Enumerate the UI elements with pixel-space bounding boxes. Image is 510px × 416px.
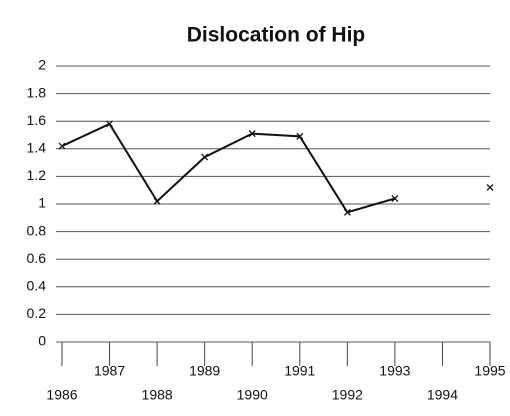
y-tick-label: 0.4 bbox=[27, 278, 47, 294]
y-tick-label: 1.8 bbox=[27, 84, 47, 100]
x-tick-label: 1993 bbox=[379, 363, 410, 379]
marker bbox=[343, 208, 351, 216]
x-tick-label: 1992 bbox=[332, 387, 363, 403]
y-tick-label: 1.2 bbox=[27, 167, 47, 183]
x-tick-label: 1995 bbox=[474, 363, 505, 379]
marker bbox=[153, 197, 161, 205]
marker bbox=[486, 183, 494, 191]
marker bbox=[201, 153, 209, 161]
marker bbox=[106, 120, 114, 128]
marker bbox=[391, 195, 399, 202]
y-tick-label: 0 bbox=[38, 333, 46, 349]
line bbox=[62, 124, 490, 212]
x-tick-label: 1988 bbox=[142, 387, 173, 403]
x-tick-label: 1989 bbox=[189, 363, 220, 379]
x-tick-label: 1991 bbox=[284, 363, 315, 379]
y-tick-label: 1.6 bbox=[27, 112, 47, 128]
x-tick-label: 1987 bbox=[94, 363, 125, 379]
y-tick-label: 1.4 bbox=[27, 140, 47, 156]
y-tick-label: 0.6 bbox=[27, 250, 47, 266]
x-tick-label: 1990 bbox=[237, 387, 268, 403]
y-tick-label: 0.2 bbox=[27, 305, 47, 321]
marker bbox=[248, 130, 256, 138]
x-tick-label: 1994 bbox=[427, 387, 458, 403]
marker bbox=[296, 132, 304, 140]
y-tick-label: 0.8 bbox=[27, 222, 47, 238]
y-tick-label: 1 bbox=[38, 195, 46, 211]
marker bbox=[58, 142, 66, 150]
chart-title: Dislocation of Hip bbox=[187, 24, 366, 47]
y-tick-label: 2 bbox=[38, 57, 46, 73]
x-tick-label: 1986 bbox=[46, 387, 77, 403]
